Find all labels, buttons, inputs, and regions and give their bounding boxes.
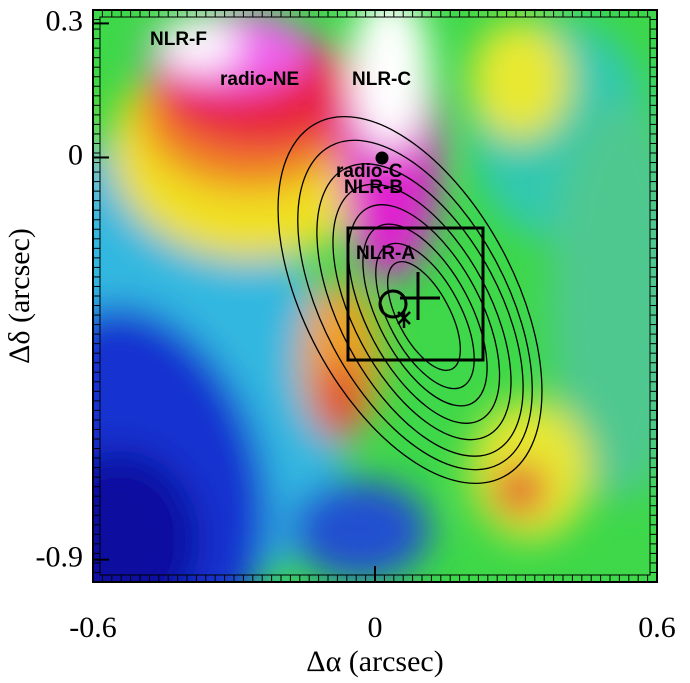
x-tick-label: -0.6 [69,611,117,644]
annotation: radio-NE [220,69,299,90]
x-tick-label: 0.6 [638,611,676,644]
x-axis-label: Δα (arcsec) [306,645,443,678]
intensity-map [93,10,657,582]
annotation: NLR-F [150,29,207,50]
y-tick-label: 0 [68,138,83,171]
markers [346,151,485,362]
y-axis-label: Δδ (arcsec) [3,228,36,364]
y-tick-label: 0.3 [46,4,84,37]
annotation: radio-C [336,161,403,182]
annotation: NLR-C [352,69,411,90]
annotation: NLR-A [356,243,415,264]
y-tick-label: -0.9 [36,541,84,574]
annotation: NLR-B [344,177,403,198]
x-tick-label: 0 [368,611,383,644]
